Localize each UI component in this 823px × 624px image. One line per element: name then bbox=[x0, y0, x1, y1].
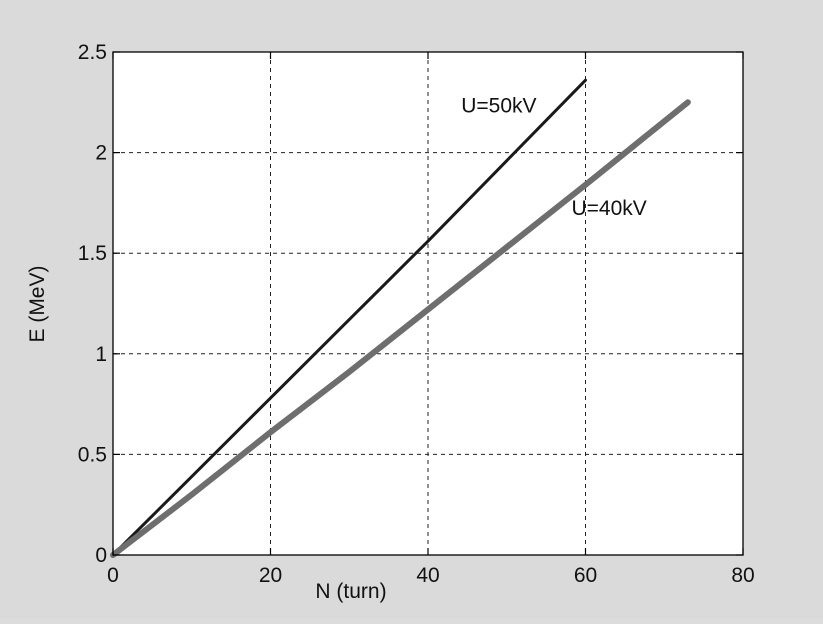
y-tick-label: 2 bbox=[95, 142, 107, 165]
data-point bbox=[687, 101, 689, 104]
series-annotation: U=40kV bbox=[571, 197, 646, 220]
x-tick-label: 20 bbox=[259, 564, 282, 587]
data-point bbox=[190, 475, 193, 478]
x-tick-label: 40 bbox=[416, 564, 439, 587]
y-tick-label: 2.5 bbox=[78, 41, 107, 64]
x-tick-label: 60 bbox=[574, 564, 597, 587]
y-tick-label: 0.5 bbox=[78, 443, 107, 466]
y-axis-label: E (MeV) bbox=[26, 265, 49, 342]
y-tick-label: 1 bbox=[95, 343, 107, 366]
data-point bbox=[505, 246, 508, 248]
y-tick-label: 1.5 bbox=[78, 242, 107, 265]
data-point bbox=[584, 79, 587, 81]
y-tick-label: 0 bbox=[95, 544, 107, 567]
x-tick-label: 80 bbox=[731, 564, 754, 587]
data-point bbox=[348, 371, 351, 373]
series-annotation: U=50kV bbox=[461, 94, 536, 117]
ticks: 0 20 40 60 80 0 0.5 1 1.5 2 2.5 bbox=[78, 41, 755, 587]
grid bbox=[113, 52, 743, 555]
data-point bbox=[190, 493, 193, 496]
series-line-u40kv bbox=[110, 99, 691, 558]
x-axis-label: N (turn) bbox=[315, 580, 386, 603]
annotations: U=50kV U=40kV bbox=[461, 94, 647, 220]
data-point bbox=[348, 318, 351, 321]
data-point bbox=[427, 308, 429, 311]
data-point bbox=[269, 431, 272, 434]
data-point bbox=[584, 183, 587, 186]
data-point bbox=[427, 240, 429, 242]
x-tick-label: 0 bbox=[107, 564, 119, 587]
data-point bbox=[269, 397, 272, 399]
data-point bbox=[505, 159, 508, 162]
